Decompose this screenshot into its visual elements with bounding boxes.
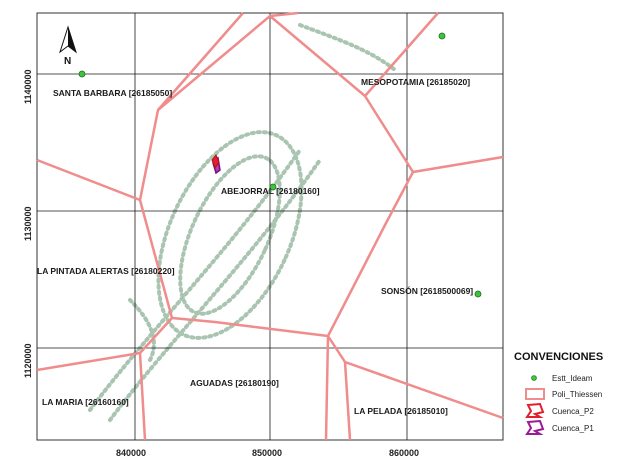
north-label: N: [64, 56, 71, 67]
cuenca-p2-icon: [525, 402, 545, 418]
legend-label: Poli_Thiessen: [552, 390, 602, 399]
thiessen-polygons: [36, 11, 504, 441]
x-tick-label: 850000: [252, 448, 282, 458]
north-arrow: N: [59, 25, 77, 67]
y-tick-label: 1120000: [23, 343, 33, 378]
point-icon: [531, 375, 537, 381]
y-tick-label: 1130000: [23, 206, 33, 241]
station-label-sonson: SONSÓN [2618500069]: [381, 285, 473, 296]
legend-label: Cuenca_P1: [552, 424, 594, 433]
station-point: [474, 290, 482, 298]
legend-label: Estt_Ideam: [552, 374, 593, 383]
x-tick-label: 860000: [389, 448, 419, 458]
station-point: [438, 32, 446, 40]
cuenca-p2-shape: [211, 154, 220, 170]
legend-title: CONVENCIONES: [514, 351, 603, 363]
station-label-mesopotamia: MESOPOTAMIA [26185020]: [361, 77, 470, 87]
station-label-la-pelada: LA PELADA [26185010]: [354, 406, 448, 416]
grid: [37, 13, 503, 440]
station-label-la-pintada: LA PINTADA ALERTAS [26180220]: [37, 266, 175, 276]
polygon-icon: [525, 388, 545, 400]
cuenca-p1-icon: [525, 419, 545, 435]
station-label-la-maria: LA MARIA [26160160]: [42, 397, 129, 407]
station-label-santa-barbara: SANTA BARBARA [26185050]: [53, 88, 172, 98]
station-label-abejorral: ABEJORRAL [26180160]: [221, 186, 320, 196]
legend: CONVENCIONES Estt_Ideam Poli_Thiessen Cu…: [514, 351, 603, 435]
station-point: [269, 183, 277, 191]
y-tick-label: 1140000: [23, 69, 33, 104]
stations: [78, 32, 482, 298]
station-label-aguadas: AGUADAS [26180190]: [190, 378, 279, 388]
x-tick-label: 840000: [116, 448, 146, 458]
legend-label: Cuenca_P2: [552, 407, 594, 416]
station-point: [78, 70, 86, 78]
